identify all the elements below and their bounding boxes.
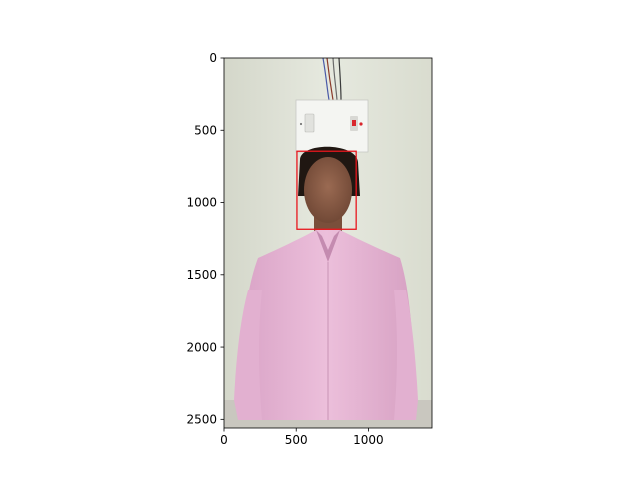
x-tick-label: 0 xyxy=(220,433,228,447)
y-tick-label: 2000 xyxy=(186,340,217,354)
y-tick-label: 2500 xyxy=(186,413,217,427)
y-tick-label: 500 xyxy=(194,123,217,137)
switch-board xyxy=(295,99,369,153)
axes: 0 500 1000 0 500 1000 1500 2000 2500 xyxy=(186,51,433,447)
x-tick-label: 1000 xyxy=(353,433,384,447)
y-axis: 0 500 1000 1500 2000 2500 xyxy=(186,51,224,427)
x-tick-label: 500 xyxy=(285,433,308,447)
y-tick-label: 0 xyxy=(209,51,217,65)
y-tick-label: 1500 xyxy=(186,268,217,282)
y-tick-label: 1000 xyxy=(186,196,217,210)
cables xyxy=(322,58,342,101)
person xyxy=(234,146,418,420)
x-axis: 0 500 1000 xyxy=(220,428,384,447)
photo xyxy=(224,58,432,428)
face-bounding-box xyxy=(296,150,357,230)
axes-frame xyxy=(223,57,433,429)
